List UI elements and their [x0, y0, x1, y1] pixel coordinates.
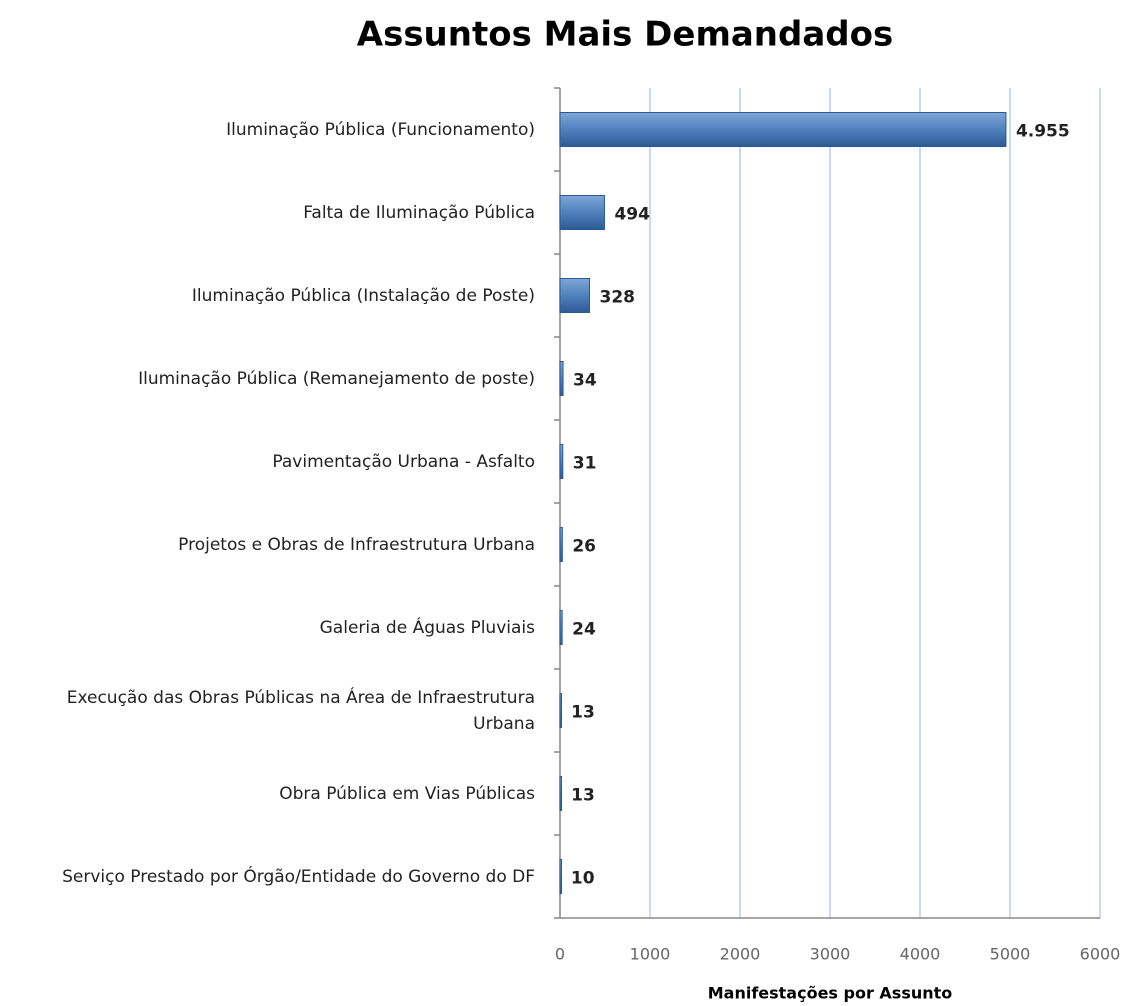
y-tick-label: Projetos e Obras de Infraestrutura Urban…	[178, 534, 535, 555]
data-label: 4.955	[1016, 122, 1070, 142]
y-tick-label: Falta de Iluminação Pública	[303, 202, 535, 223]
x-tick-label: 1000	[630, 945, 671, 964]
y-tick-label: Obra Pública em Vias Públicas	[279, 783, 535, 804]
data-label: 24	[572, 620, 596, 640]
data-label: 13	[571, 703, 595, 723]
bar	[559, 610, 563, 645]
x-tick-label: 4000	[900, 945, 941, 964]
y-tick-label: Iluminação Pública (Instalação de Poste)	[191, 285, 535, 306]
y-tick-label: Iluminação Pública (Remanejamento de pos…	[138, 368, 535, 389]
bar	[559, 527, 563, 562]
data-label: 31	[573, 454, 597, 474]
x-axis-title: Manifestações por Assunto	[708, 984, 953, 1003]
chart-title: Assuntos Mais Demandados	[357, 15, 893, 55]
bar	[559, 195, 605, 230]
data-label: 10	[571, 869, 595, 889]
bar	[559, 776, 562, 811]
bar	[559, 278, 591, 313]
data-label: 328	[600, 288, 636, 308]
y-tick-label: Galeria de Águas Pluviais	[319, 617, 535, 638]
bar	[559, 444, 564, 479]
data-label: 494	[614, 205, 650, 225]
y-tick-label: Pavimentação Urbana - Asfalto	[272, 451, 535, 472]
x-tick-label: 0	[555, 945, 565, 964]
bar	[559, 361, 564, 396]
y-tick-label: Execução das Obras Públicas na Área de I…	[66, 687, 535, 734]
y-tick-label: Serviço Prestado por Órgão/Entidade do G…	[62, 866, 535, 887]
y-tick-label: Iluminação Pública (Funcionamento)	[226, 119, 535, 140]
x-tick-label: 5000	[990, 945, 1031, 964]
data-label: 34	[573, 371, 597, 391]
x-tick-label: 6000	[1080, 945, 1121, 964]
data-label: 26	[572, 537, 596, 557]
bar	[559, 693, 562, 728]
bar	[559, 859, 562, 894]
data-label: 13	[571, 786, 595, 806]
x-tick-label: 2000	[720, 945, 761, 964]
x-tick-label: 3000	[810, 945, 851, 964]
bar	[559, 112, 1007, 147]
